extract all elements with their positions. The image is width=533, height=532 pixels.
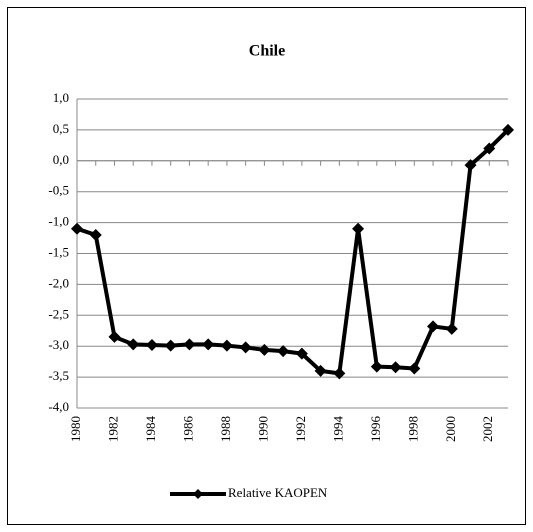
point [89,228,102,241]
point [445,322,458,335]
x-tick-label: 1994 [330,416,345,443]
y-tick-label: -3,5 [48,368,69,383]
point [127,338,140,351]
y-tick-label: 0,5 [53,121,69,136]
x-tick-label: 1982 [105,416,120,442]
x-tick-label: 1992 [293,416,308,442]
point [277,345,290,358]
y-tick-label: -4,0 [48,399,69,414]
point [427,320,440,333]
x-tick-label: 1988 [218,416,233,442]
point [258,343,271,356]
chart-border [7,7,526,525]
point [483,142,496,155]
point [502,123,514,136]
y-tick-label: 1,0 [53,90,69,105]
x-tick-label: 2000 [443,416,458,442]
x-tick-label: 1998 [405,416,420,442]
x-tick-label: 1984 [143,416,158,443]
x-tick-label: 2002 [480,416,495,442]
y-tick-label: -1,5 [48,244,69,259]
x-tick-label: 1980 [68,416,83,442]
point [295,347,308,360]
point [145,338,158,351]
point [108,330,121,343]
point [370,360,383,373]
point [239,341,252,354]
point [314,364,327,377]
point [71,222,83,235]
y-tick-label: 0,0 [53,152,69,167]
point [464,159,477,172]
chart-title: Chile [249,43,285,60]
y-tick-label: -2,5 [48,306,69,321]
legend-label: Relative KAOPEN [228,485,328,500]
legend-marker [193,489,203,499]
x-tick-label: 1996 [368,416,383,443]
y-tick-label: -3,0 [48,337,69,352]
point [220,339,233,352]
point [202,338,215,351]
point [333,367,346,380]
x-tick-label: 1990 [255,416,270,442]
point [408,362,421,375]
x-tick-label: 1986 [180,416,195,443]
point [164,339,177,352]
point [389,361,402,374]
point [352,222,365,235]
y-tick-label: -1,0 [48,214,69,229]
point [183,338,196,351]
y-tick-label: -0,5 [48,183,69,198]
y-tick-label: -2,0 [48,275,69,290]
